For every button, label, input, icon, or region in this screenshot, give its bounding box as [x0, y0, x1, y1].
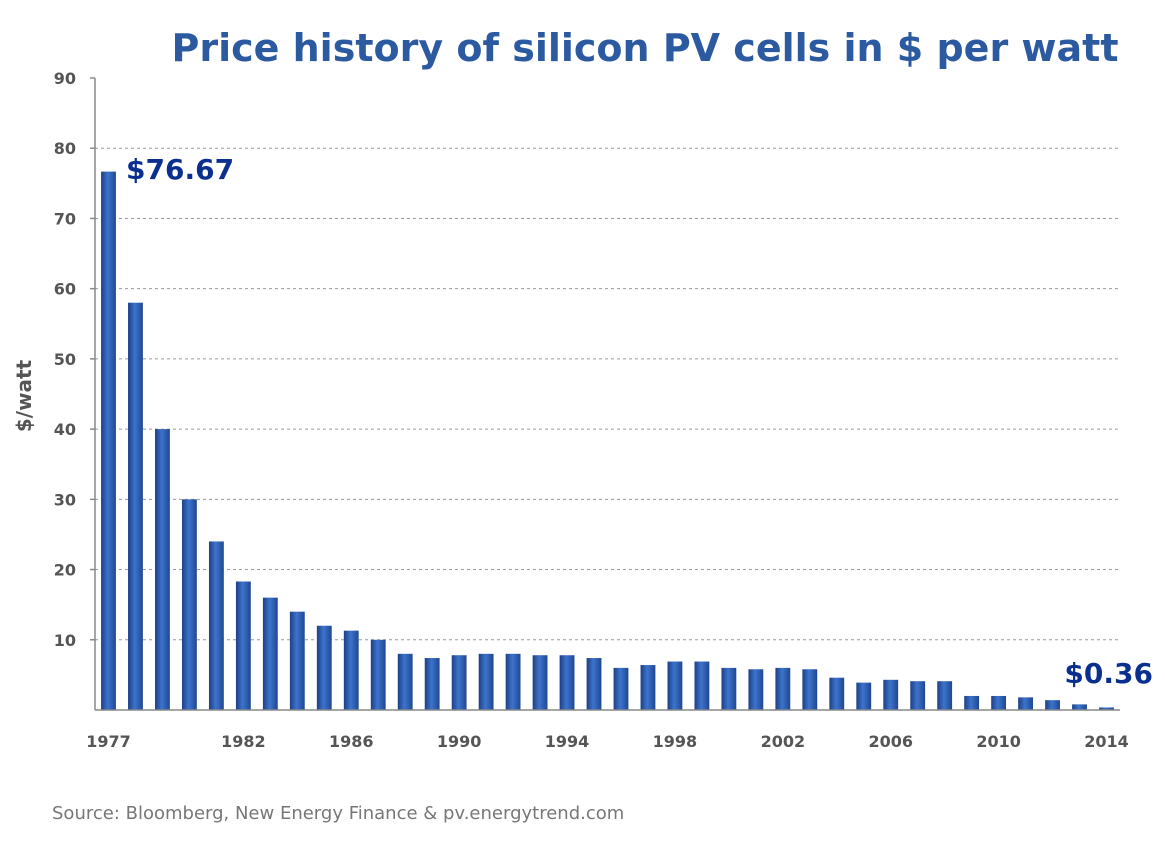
bar-2005 — [856, 682, 872, 710]
bar-1982 — [235, 581, 251, 710]
bar-2007 — [910, 681, 926, 710]
bar-2001 — [748, 669, 764, 710]
bar-1979 — [155, 429, 170, 710]
bar-2010 — [991, 695, 1007, 710]
bar-2006 — [883, 679, 899, 710]
gridlines — [95, 147, 1120, 641]
y-tick-label: 90 — [54, 69, 76, 88]
y-tick-label: 70 — [54, 209, 76, 228]
bar-1994 — [559, 655, 575, 710]
bar-2003 — [802, 669, 818, 710]
y-axis-label: $/watt — [12, 359, 36, 432]
source-note: Source: Bloomberg, New Energy Finance & … — [52, 803, 624, 824]
bar-2014 — [1099, 707, 1114, 710]
bar-1999 — [694, 661, 710, 710]
x-tick-label-2014: 2014 — [1084, 732, 1129, 751]
bar-2008 — [937, 681, 953, 710]
chart-title: Price history of silicon PV cells in $ p… — [171, 26, 1118, 70]
bar-1996 — [613, 667, 629, 710]
x-tick-label-1990: 1990 — [437, 732, 482, 751]
y-tick-label: 40 — [54, 420, 76, 439]
y-tick-label: 20 — [54, 561, 76, 580]
y-tick-label: 50 — [54, 350, 76, 369]
bar-1995 — [586, 658, 602, 710]
x-tick-label-1998: 1998 — [653, 732, 698, 751]
x-tick-label-1977: 1977 — [86, 732, 131, 751]
bar-1987 — [370, 639, 386, 710]
y-tick-label: 60 — [54, 280, 76, 299]
x-tick-label-1994: 1994 — [545, 732, 590, 751]
bar-2002 — [775, 667, 791, 710]
bar-2009 — [964, 695, 980, 710]
bar-1977 — [101, 171, 116, 711]
bar-1980 — [181, 499, 197, 710]
x-tick-label-1986: 1986 — [329, 732, 374, 751]
bar-1981 — [208, 541, 224, 710]
bar-1998 — [667, 661, 683, 710]
x-tick-label-1982: 1982 — [221, 732, 266, 751]
bar-1984 — [289, 611, 305, 710]
bar-1988 — [397, 653, 413, 710]
bar-1991 — [478, 653, 494, 710]
bar-1990 — [451, 655, 467, 710]
bar-2012 — [1045, 700, 1060, 710]
annotation-last-price: $0.36 — [1064, 657, 1153, 690]
y-tick-label: 80 — [54, 139, 76, 158]
y-tick-labels: 10 20 30 40 50 60 70 80 90 — [54, 69, 95, 650]
bars — [101, 171, 1114, 711]
x-tick-labels: 1977 1982 1986 1990 1994 1998 2002 2006 2010 2014 — [86, 732, 1129, 751]
bar-1989 — [424, 658, 440, 710]
x-tick-label-2006: 2006 — [868, 732, 913, 751]
bar-2000 — [721, 667, 737, 710]
bar-2004 — [829, 677, 845, 710]
annotation-first-price: $76.67 — [126, 153, 234, 186]
bar-1978 — [128, 302, 143, 710]
y-tick-label: 10 — [54, 631, 76, 650]
bar-2011 — [1018, 697, 1034, 710]
x-tick-label-2002: 2002 — [761, 732, 806, 751]
y-tick-label: 30 — [54, 490, 76, 509]
bar-1983 — [262, 597, 278, 710]
bar-2013 — [1072, 704, 1087, 710]
bar-1992 — [505, 653, 521, 710]
bar-1993 — [532, 655, 548, 710]
bar-1997 — [640, 665, 656, 710]
bar-1985 — [316, 625, 332, 710]
bar-1986 — [343, 630, 359, 710]
x-tick-label-2010: 2010 — [976, 732, 1021, 751]
